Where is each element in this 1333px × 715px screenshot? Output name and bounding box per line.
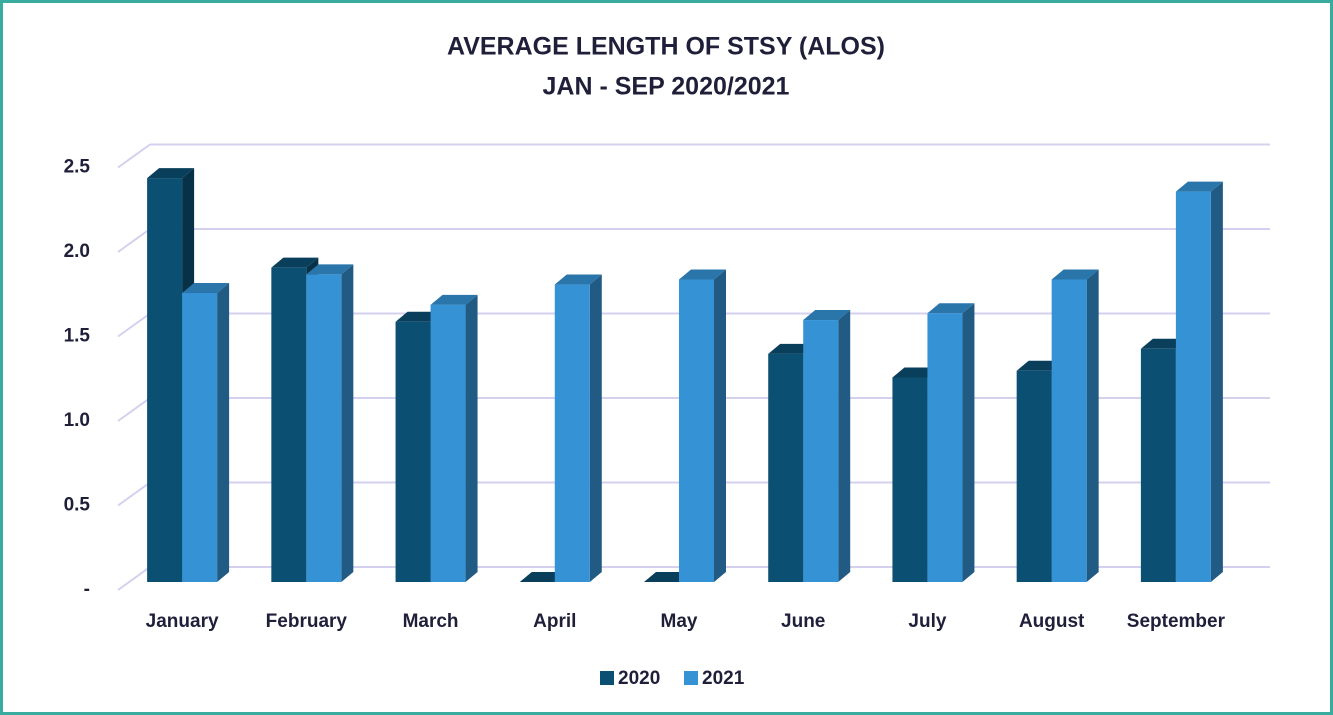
y-tick-label: 2.5 (64, 157, 91, 178)
y-tick-label: 1.5 (64, 326, 91, 347)
grid-line (117, 143, 151, 169)
bar-top (927, 303, 975, 314)
chart-title: AVERAGE LENGTH OF STSY (ALOS) (447, 33, 885, 61)
y-tick-label: - (84, 579, 90, 600)
bar (803, 320, 839, 582)
bar-top (147, 168, 195, 179)
x-tick-label: March (403, 611, 459, 632)
grid-line (117, 312, 151, 338)
legend-swatch (684, 671, 698, 685)
bar (1175, 191, 1211, 583)
bar (892, 377, 928, 582)
x-tick-label: September (1127, 611, 1226, 632)
bar (395, 321, 431, 582)
bar (927, 313, 963, 582)
bar (182, 293, 218, 582)
bar-side (465, 294, 478, 582)
bar-side (962, 303, 975, 582)
bar (1140, 348, 1176, 582)
bar (768, 353, 804, 582)
grid-line (117, 228, 151, 253)
bar-side (714, 269, 726, 582)
bar-top (182, 283, 230, 294)
x-tick-label: August (1019, 611, 1085, 632)
y-tick-label: 2.0 (64, 241, 90, 262)
bar (1051, 279, 1087, 582)
bar-side (1086, 269, 1099, 582)
bar-side (838, 310, 851, 582)
bar-top (803, 310, 851, 321)
bar-top (1175, 181, 1223, 192)
x-tick-label: April (533, 611, 576, 632)
grid-line (117, 481, 151, 507)
x-tick-label: February (266, 611, 348, 632)
bar-top (1051, 269, 1099, 280)
x-tick-label: July (908, 611, 946, 632)
legend-label: 2020 (618, 668, 660, 689)
bar (554, 284, 590, 582)
bar-top (271, 257, 319, 268)
x-tick-label: January (146, 611, 219, 632)
x-tick-label: May (661, 611, 698, 632)
bar (147, 178, 183, 582)
chart-subtitle: JAN - SEP 2020/2021 (543, 73, 790, 101)
legend-swatch (600, 671, 614, 685)
bar (1016, 370, 1052, 582)
bar (306, 274, 342, 582)
legend-label: 2021 (702, 668, 745, 689)
bar-side (1210, 181, 1223, 583)
y-tick-label: 1.0 (64, 410, 90, 431)
y-tick-label: 0.5 (64, 495, 91, 516)
bar-side (589, 274, 602, 582)
bar-top (430, 294, 478, 305)
grid-line (117, 397, 151, 422)
bar-side (217, 283, 230, 582)
x-tick-label: June (781, 611, 825, 632)
bar (679, 279, 714, 582)
bar-top (554, 274, 602, 285)
bar (430, 304, 466, 582)
grid-line (117, 566, 151, 591)
bar (271, 267, 307, 582)
bar-top (679, 269, 726, 280)
bar-side (341, 264, 354, 582)
bar-top (306, 264, 354, 275)
